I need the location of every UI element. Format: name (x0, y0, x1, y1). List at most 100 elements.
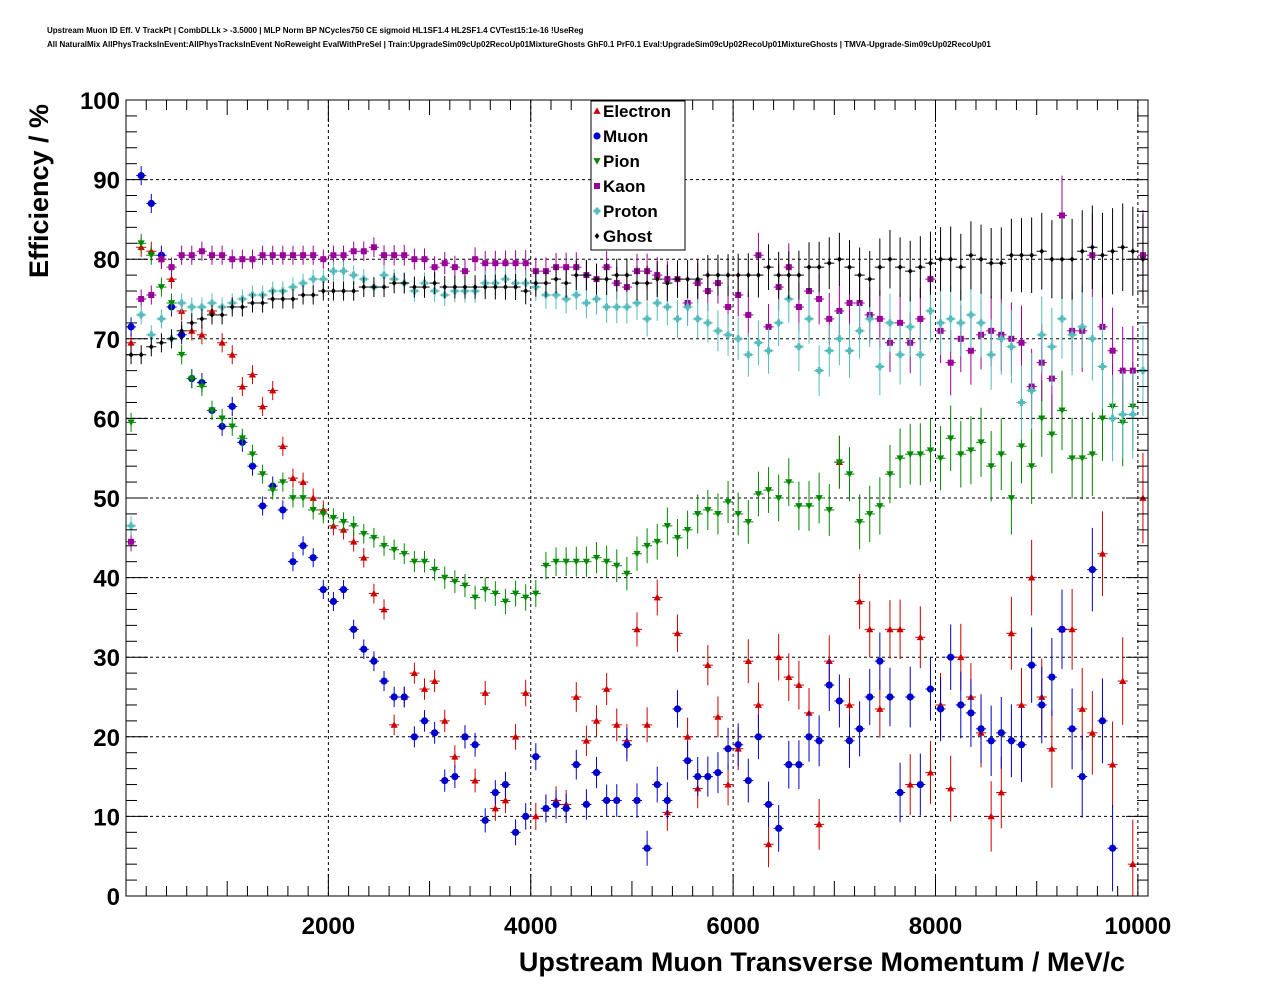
data-point (462, 284, 468, 291)
data-point (928, 260, 933, 267)
data-point (147, 331, 155, 339)
data-point (643, 844, 651, 852)
data-point (390, 546, 398, 554)
data-point (663, 522, 671, 530)
data-point (461, 268, 468, 275)
data-point (968, 252, 974, 259)
header-line-1: Upstream Muon ID Eff. V TrackPt | CombDL… (47, 26, 584, 35)
data-point (572, 558, 580, 566)
data-point (806, 264, 812, 271)
data-point (633, 299, 641, 307)
data-point (673, 315, 681, 323)
data-point (825, 347, 833, 355)
data-point (1058, 625, 1066, 633)
data-point (370, 534, 378, 542)
data-point (533, 280, 539, 287)
data-point (876, 363, 884, 371)
data-point (1029, 252, 1035, 259)
data-point (411, 284, 417, 291)
data-point (360, 530, 368, 538)
data-point (1119, 677, 1127, 684)
data-point (957, 319, 965, 327)
data-point (876, 705, 884, 712)
data-point (137, 172, 145, 180)
data-point (198, 331, 206, 338)
data-point (1068, 455, 1076, 462)
data-point (1018, 398, 1026, 406)
data-point (370, 589, 378, 597)
data-point (390, 721, 398, 728)
data-point (1028, 387, 1036, 395)
data-point (1129, 410, 1137, 418)
data-point (795, 503, 803, 510)
data-point (957, 701, 965, 709)
data-point (675, 276, 680, 283)
data-point (511, 590, 520, 598)
data-point (199, 315, 205, 322)
data-point (329, 515, 338, 522)
data-point (754, 701, 763, 708)
data-point (847, 264, 852, 271)
data-point (441, 574, 449, 582)
data-point (1018, 339, 1025, 346)
data-point (754, 491, 763, 498)
data-point (238, 435, 246, 442)
data-point (573, 272, 579, 279)
data-point (511, 733, 520, 740)
data-point (653, 299, 661, 307)
data-point (522, 812, 530, 821)
data-point (572, 761, 580, 769)
data-point (451, 753, 459, 760)
data-point (543, 280, 549, 287)
data-point (584, 272, 589, 279)
data-point (1068, 725, 1076, 733)
y-tick-label: 80 (93, 247, 120, 274)
data-point (603, 558, 611, 566)
data-point (228, 402, 236, 411)
data-point (613, 303, 621, 311)
data-point (754, 339, 762, 347)
data-point (1119, 410, 1127, 418)
data-point (856, 519, 864, 526)
x-tick-label: 8000 (909, 913, 962, 940)
data-point (766, 264, 771, 271)
data-point (856, 597, 864, 605)
data-point (835, 335, 843, 343)
data-point (876, 503, 884, 510)
data-point (624, 272, 630, 279)
data-point (420, 717, 429, 725)
data-point (552, 291, 560, 299)
data-point (400, 550, 408, 558)
y-tick-label: 70 (93, 327, 120, 354)
legend-label-electron: Electron (603, 102, 671, 121)
data-point (1098, 717, 1107, 725)
data-point (148, 292, 155, 299)
data-point (592, 769, 601, 777)
data-point (208, 299, 216, 307)
data-point (350, 522, 358, 530)
data-point (967, 447, 975, 454)
data-point (157, 315, 165, 323)
data-point (361, 284, 367, 291)
data-point (634, 280, 640, 287)
data-point (522, 260, 529, 267)
data-point (441, 717, 449, 724)
data-point (289, 474, 297, 481)
data-point (410, 669, 418, 676)
data-point (1007, 495, 1015, 502)
data-point (603, 796, 611, 805)
data-point (1017, 443, 1026, 450)
data-point (148, 343, 154, 350)
data-point (734, 511, 742, 518)
data-point (1098, 415, 1107, 422)
data-point (977, 319, 985, 327)
data-point (867, 276, 873, 283)
data-point (320, 288, 326, 295)
data-point (451, 773, 459, 781)
data-point (289, 558, 297, 566)
data-point (643, 315, 651, 323)
data-point (461, 582, 469, 590)
data-point (795, 681, 803, 688)
data-point (948, 256, 954, 263)
data-point (877, 264, 883, 271)
